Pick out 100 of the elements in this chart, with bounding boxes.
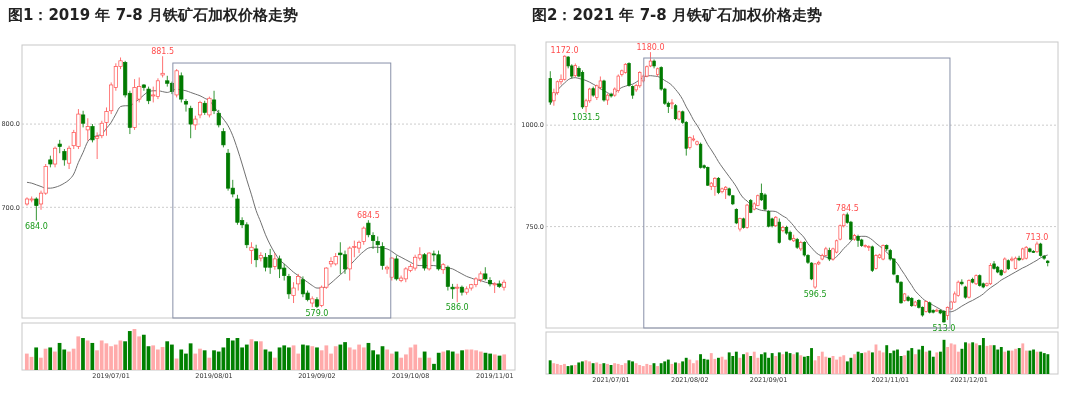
bar <box>820 351 824 374</box>
candlestick <box>221 127 226 148</box>
bar <box>663 361 667 374</box>
bar <box>244 344 249 370</box>
bar <box>202 350 207 370</box>
annotation: 684.0 <box>24 221 48 231</box>
chart-title: 图1：2019 年 7-8 月铁矿石加权价格走势 <box>8 6 298 24</box>
bar <box>268 351 273 370</box>
bar <box>727 352 731 374</box>
bar <box>48 347 53 370</box>
bar <box>964 342 967 374</box>
bar <box>774 356 778 374</box>
bar <box>272 357 277 370</box>
candlestick <box>155 77 160 100</box>
bar <box>999 347 1003 374</box>
bar <box>492 354 497 370</box>
annotation: 684.5 <box>356 211 380 221</box>
bar <box>709 353 713 374</box>
bar <box>631 361 634 374</box>
bar <box>90 342 95 370</box>
annotation: 1180.0 <box>636 43 665 53</box>
bar <box>606 363 609 374</box>
bar <box>638 365 642 374</box>
bar <box>817 356 821 374</box>
bar <box>1007 350 1010 374</box>
bar <box>53 351 57 370</box>
bar <box>113 344 118 370</box>
bar <box>76 336 81 370</box>
bar <box>422 351 427 370</box>
bar <box>193 353 198 370</box>
candlestick <box>380 241 385 271</box>
candlestick <box>53 146 58 168</box>
bar <box>749 356 753 374</box>
bar <box>666 359 670 374</box>
bar <box>670 363 674 374</box>
bar <box>935 352 939 374</box>
bar <box>620 365 624 374</box>
bar <box>598 363 602 374</box>
bar <box>706 359 710 374</box>
bar <box>24 353 29 370</box>
candlestick <box>777 218 781 245</box>
bar <box>347 347 352 370</box>
bar <box>734 351 738 374</box>
bar <box>634 363 638 374</box>
candlestick <box>244 221 249 249</box>
bar <box>389 353 394 370</box>
bar <box>254 341 259 370</box>
candlestick <box>104 107 109 137</box>
bar <box>688 359 692 374</box>
bar <box>731 356 735 374</box>
bar <box>258 341 263 370</box>
bar <box>67 351 71 370</box>
annotation: 784.5 <box>835 203 859 213</box>
bar <box>627 360 631 374</box>
bar <box>838 356 842 374</box>
bar <box>315 347 319 370</box>
bar <box>155 349 160 370</box>
bar <box>1046 354 1050 374</box>
bar <box>946 347 950 374</box>
bar <box>989 345 992 374</box>
annotation: 513.0 <box>932 323 956 333</box>
bar <box>896 349 899 374</box>
annotation: 596.5 <box>803 289 827 299</box>
bar <box>385 349 390 370</box>
annotation: 713.0 <box>1025 232 1049 242</box>
bar <box>460 350 464 370</box>
candlestick <box>455 283 460 303</box>
candlestick <box>548 70 552 106</box>
bar <box>777 352 781 374</box>
candlestick <box>207 96 212 118</box>
bar <box>681 361 685 374</box>
bar <box>921 345 924 374</box>
bar <box>427 357 432 370</box>
candlestick <box>291 281 296 304</box>
candlestick <box>616 74 620 94</box>
bar <box>785 351 788 374</box>
candlestick <box>67 145 72 170</box>
bar <box>835 359 839 374</box>
bar <box>674 362 677 374</box>
bar <box>555 363 559 374</box>
candlestick <box>249 241 254 265</box>
bar <box>691 363 695 374</box>
bar <box>1021 343 1025 374</box>
bar <box>881 352 885 374</box>
bar <box>745 352 749 374</box>
bar <box>853 354 856 374</box>
candlestick <box>34 196 39 222</box>
bar <box>953 344 957 374</box>
candlestick <box>160 55 165 78</box>
bar <box>892 350 896 374</box>
bar <box>717 357 720 374</box>
candlestick <box>394 255 399 281</box>
bar <box>824 356 828 374</box>
candlestick <box>272 252 277 271</box>
candlestick <box>85 117 90 142</box>
bar <box>559 365 563 374</box>
bar <box>1042 353 1046 374</box>
candlestick <box>235 194 240 226</box>
candlestick <box>609 92 613 98</box>
bar <box>845 361 849 374</box>
